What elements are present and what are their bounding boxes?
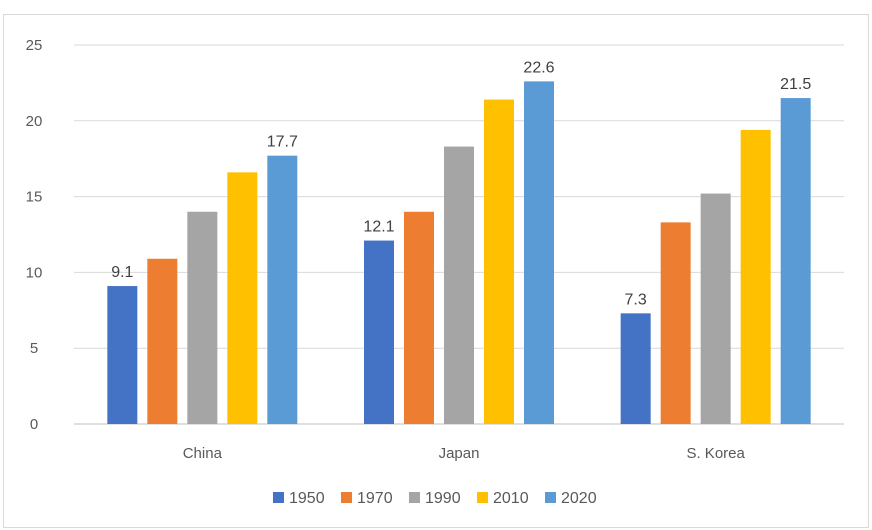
bar-2020-s-korea (780, 98, 811, 424)
x-category-label: S. Korea (686, 445, 745, 462)
bar-1990-s-korea (700, 193, 731, 424)
legend-label-2020: 2020 (561, 490, 597, 507)
x-category-label: Japan (439, 445, 480, 462)
legend-swatch-2010 (477, 492, 488, 503)
legend-label-1950: 1950 (289, 490, 325, 507)
y-tick-label: 0 (30, 416, 38, 433)
bar-2010-china (227, 172, 258, 424)
y-axis-ticks: 0 5 10 15 20 25 (26, 37, 43, 433)
bar-2010-japan (484, 99, 514, 425)
x-category-label: China (183, 445, 223, 462)
legend-label-1990: 1990 (425, 490, 461, 507)
bar-2010-s-korea (740, 129, 771, 424)
legend-swatch-1990 (409, 492, 420, 503)
y-tick-label: 20 (26, 113, 43, 130)
legend: 1950 1970 1990 2010 2020 (273, 490, 597, 507)
bar-chart: 0 5 10 15 20 25 9.1 17.7 12.1 22.6 7.3 21.5 China J… (26, 37, 844, 507)
y-tick-label: 5 (30, 340, 38, 357)
bar-1970-japan (404, 211, 434, 424)
bar-2020-japan (524, 81, 554, 424)
y-tick-label: 15 (26, 189, 43, 206)
data-label: 21.5 (780, 76, 811, 93)
legend-label-2010: 2010 (493, 490, 529, 507)
bar-1970-china (147, 258, 178, 424)
bar-1990-japan (444, 146, 474, 424)
chart-frame: 0 5 10 15 20 25 9.1 17.7 12.1 22.6 7.3 21.5 China J… (3, 14, 869, 528)
data-label: 17.7 (267, 134, 298, 151)
x-axis-categories: China Japan S. Korea (183, 445, 746, 462)
bar-2020-china (267, 155, 298, 424)
data-label: 7.3 (625, 291, 647, 308)
legend-label-1970: 1970 (357, 490, 393, 507)
bar-1950-s-korea (620, 313, 651, 424)
legend-swatch-1970 (341, 492, 352, 503)
legend-swatch-2020 (545, 492, 556, 503)
legend-swatch-1950 (273, 492, 284, 503)
data-labels: 9.1 17.7 12.1 22.6 7.3 21.5 (111, 59, 811, 308)
bar-1970-s-korea (660, 222, 691, 424)
bar-1950-china (107, 286, 138, 424)
bars (107, 81, 811, 425)
bar-1990-china (187, 211, 218, 424)
bar-1950-japan (364, 240, 394, 424)
y-tick-label: 10 (26, 264, 43, 281)
y-tick-label: 25 (26, 37, 43, 54)
data-label: 12.1 (363, 219, 394, 236)
data-label: 9.1 (111, 264, 133, 281)
data-label: 22.6 (523, 59, 554, 76)
